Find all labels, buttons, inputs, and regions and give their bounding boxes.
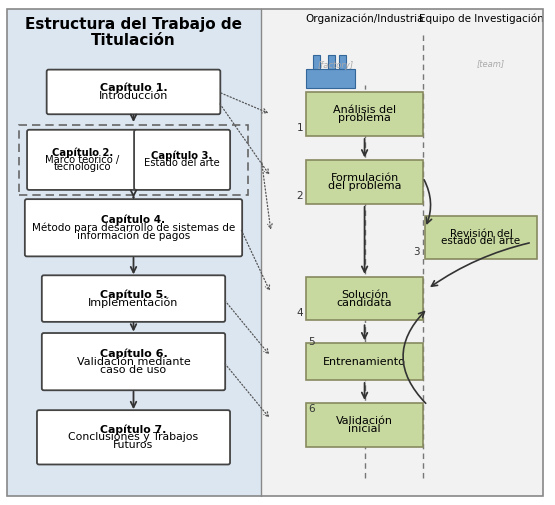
Text: 1: 1 <box>297 123 303 133</box>
FancyBboxPatch shape <box>42 275 225 322</box>
Text: 5: 5 <box>309 337 315 347</box>
Text: candidata: candidata <box>337 297 392 308</box>
Text: Validación mediante: Validación mediante <box>77 357 190 367</box>
Text: Método para desarrollo de sistemas de: Método para desarrollo de sistemas de <box>32 223 235 233</box>
Text: Formulación: Formulación <box>330 173 398 183</box>
Bar <box>7 9 261 496</box>
Bar <box>339 55 346 69</box>
Text: Equipo de Investigación: Equipo de Investigación <box>418 14 543 24</box>
Text: Capítulo 4.: Capítulo 4. <box>102 215 165 225</box>
Text: Implementación: Implementación <box>88 297 179 308</box>
Text: Introducción: Introducción <box>99 91 168 101</box>
Text: Organización/Industria: Organización/Industria <box>305 14 424 24</box>
Bar <box>425 216 537 259</box>
FancyBboxPatch shape <box>134 130 230 190</box>
Bar <box>313 55 320 69</box>
Text: Capítulo 6.: Capítulo 6. <box>100 348 168 359</box>
Text: Validación: Validación <box>336 416 393 426</box>
FancyBboxPatch shape <box>25 199 242 257</box>
Text: [team]: [team] <box>477 59 504 68</box>
Text: 4: 4 <box>297 308 303 318</box>
Bar <box>306 277 423 320</box>
Text: Análisis del: Análisis del <box>333 105 396 115</box>
Text: Capítulo 5.: Capítulo 5. <box>100 289 167 300</box>
Text: 6: 6 <box>309 403 315 414</box>
Text: Entrenamiento: Entrenamiento <box>323 357 406 367</box>
Text: Estado del arte: Estado del arte <box>144 159 220 169</box>
Text: caso de uso: caso de uso <box>100 365 166 375</box>
FancyBboxPatch shape <box>37 410 230 465</box>
Text: Titulación: Titulación <box>91 33 176 48</box>
Text: inicial: inicial <box>349 424 381 434</box>
Bar <box>306 69 355 88</box>
Text: Marco teórico /: Marco teórico / <box>45 155 119 165</box>
Text: Capítulo 3.: Capítulo 3. <box>152 151 213 162</box>
Text: del problema: del problema <box>328 181 401 191</box>
Text: Futuros: Futuros <box>113 440 154 450</box>
Text: problema: problema <box>338 113 391 123</box>
Bar <box>306 160 423 204</box>
Text: estado del arte: estado del arte <box>441 236 521 246</box>
Bar <box>306 343 423 380</box>
Bar <box>327 55 335 69</box>
Text: Conclusiones y Trabajos: Conclusiones y Trabajos <box>68 432 199 442</box>
Bar <box>306 92 423 136</box>
Text: Capítulo 1.: Capítulo 1. <box>100 83 167 93</box>
Text: Capítulo 7.: Capítulo 7. <box>100 424 166 435</box>
Bar <box>306 403 423 446</box>
Text: Capítulo 2.: Capítulo 2. <box>52 147 113 158</box>
FancyBboxPatch shape <box>27 130 138 190</box>
Text: Revisión del: Revisión del <box>450 229 512 239</box>
Bar <box>261 9 543 496</box>
Text: [factory]: [factory] <box>317 61 354 70</box>
Text: Estructura del Trabajo de: Estructura del Trabajo de <box>25 18 242 32</box>
Bar <box>19 125 248 195</box>
Text: 2: 2 <box>297 191 303 201</box>
Text: tecnológico: tecnológico <box>54 162 111 172</box>
Text: 3: 3 <box>413 246 420 257</box>
FancyBboxPatch shape <box>47 70 220 114</box>
Text: Solución: Solución <box>341 289 388 299</box>
FancyBboxPatch shape <box>42 333 225 390</box>
Text: información de pagos: información de pagos <box>77 230 190 240</box>
